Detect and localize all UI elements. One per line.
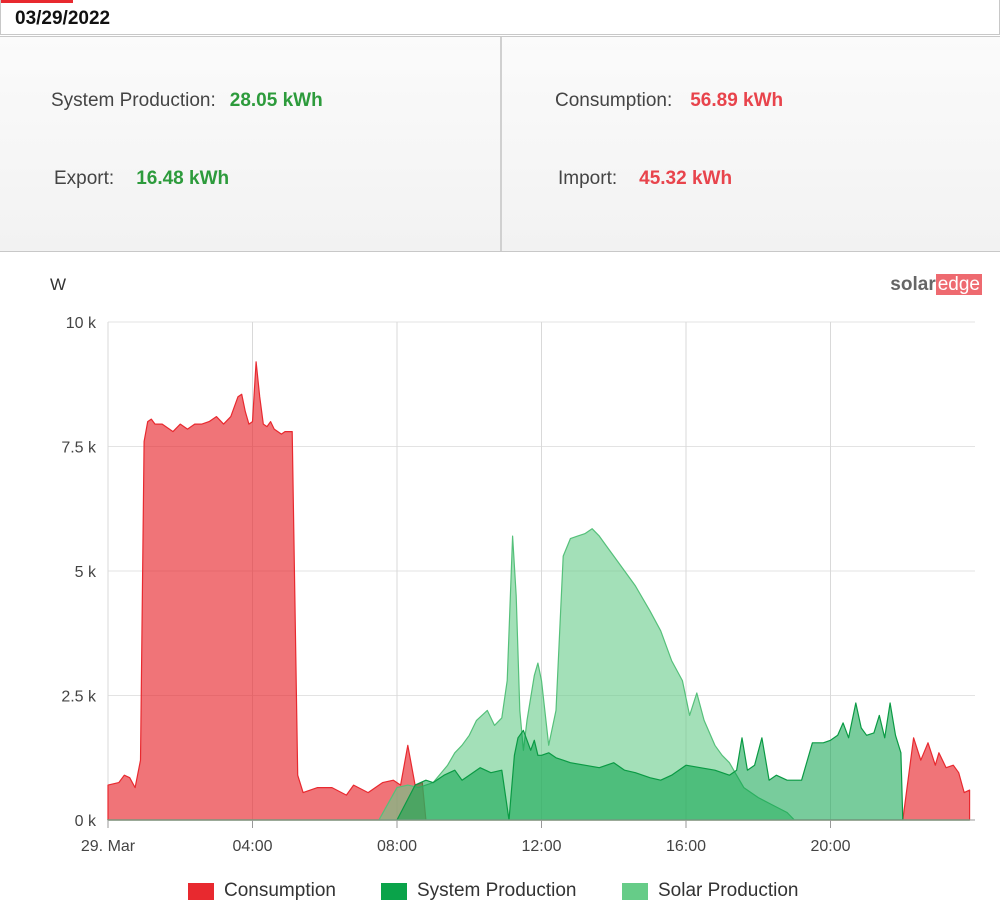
y-tick-label: 0 k [75,813,97,830]
x-tick-label: 16:00 [666,838,706,855]
consumption-area [107,361,971,821]
x-tick-label: 20:00 [810,838,850,855]
legend-swatch-solar-production [622,882,648,900]
export-label: Export: [54,168,115,189]
chart-legend: Consumption System Production Solar Prod… [0,880,1000,910]
logo-text-edge: edge [935,274,982,295]
summary-divider [500,37,502,251]
import-label: Import: [558,168,618,189]
legend-swatch-system-production [381,882,407,900]
chart-axes: 0 k 2.5 k 5 k 7.5 k 10 k 29. Mar 04:00 08:00 12:… [61,315,975,855]
x-tick-label: 29. Mar [81,838,136,855]
system-production-value: 28.05 kWh [229,90,323,111]
import-value: 45.32 kWh [639,168,733,189]
y-tick-label: 2.5 k [61,689,97,706]
export-stat: Export: 16.48 kWh [54,168,229,190]
system-production-label: System Production: [51,90,216,111]
y-tick-label: 7.5 k [61,440,97,457]
legend-label-consumption: Consumption [224,880,336,901]
legend-item-system-production[interactable]: System Production [381,880,576,902]
legend-swatch-consumption [188,882,214,900]
power-chart: 0 k 2.5 k 5 k 7.5 k 10 k 29. Mar 04:00 08:00 12:… [50,275,975,855]
consumption-label: Consumption: [555,90,673,111]
chart-areas [107,361,971,821]
system-production-area [107,702,971,821]
legend-item-consumption[interactable]: Consumption [188,880,336,902]
x-tick-label: 08:00 [377,838,417,855]
date-header: 03/29/2022 [0,0,1000,35]
energy-summary-panel: System Production: 28.05 kWh Export: 16.48… [0,36,1000,252]
date-accent-bar [1,0,73,3]
export-value: 16.48 kWh [136,168,230,189]
consumption-value: 56.89 kWh [690,90,784,111]
system-production-stat: System Production: 28.05 kWh [51,90,323,112]
import-stat: Import: 45.32 kWh [558,168,732,190]
legend-item-solar-production[interactable]: Solar Production [622,880,798,902]
y-tick-label: 5 k [75,564,97,581]
x-tick-label: 04:00 [232,838,272,855]
logo-text-solar: solar [890,274,936,295]
date-label: 03/29/2022 [15,8,111,29]
x-tick-label: 12:00 [521,838,561,855]
legend-label-solar-production: Solar Production [658,880,799,901]
consumption-stat: Consumption: 56.89 kWh [555,90,783,112]
y-axis-label: W [50,275,66,294]
solar-production-area [107,528,971,821]
legend-label-system-production: System Production [417,880,577,901]
solaredge-logo: solar edge [890,274,982,296]
y-tick-label: 10 k [66,315,97,332]
